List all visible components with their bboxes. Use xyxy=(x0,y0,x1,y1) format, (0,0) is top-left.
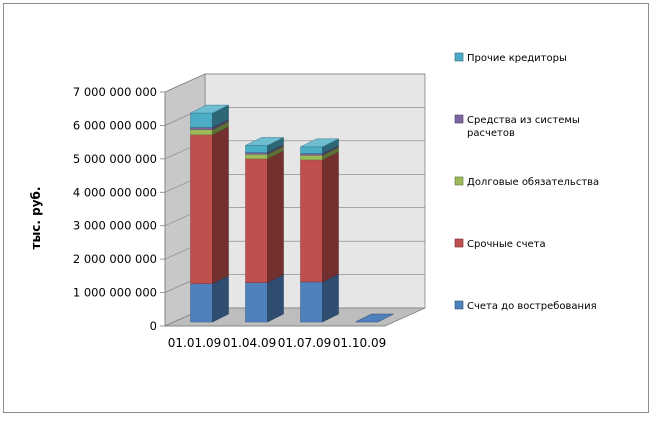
bar-side xyxy=(322,273,339,323)
bar-front xyxy=(245,158,268,283)
bar-side xyxy=(267,274,284,323)
legend-label-line: Срочные счета xyxy=(467,239,546,250)
legend-item: Срочные счета xyxy=(454,238,546,250)
legend-label: Срочные счета xyxy=(467,239,546,250)
bar-front xyxy=(190,112,213,128)
bar-side xyxy=(212,126,229,284)
bar-segment xyxy=(300,151,339,283)
legend-label: Счета до востребования xyxy=(467,301,597,312)
axis-labels: 0 1 000 000 000 2 000 000 000 3 000 000 000… xyxy=(73,85,386,350)
x-tick-label: 01.07.09 xyxy=(278,336,331,350)
gridline-side xyxy=(164,73,206,93)
y-tick-label: 2 000 000 000 xyxy=(73,252,157,266)
legend: Прочие кредиторы Средства из системы расче… xyxy=(454,52,599,312)
bar-top xyxy=(245,137,284,146)
bar-front xyxy=(190,283,213,323)
bar-segment xyxy=(245,150,284,283)
bar-front xyxy=(190,127,213,130)
legend-swatch xyxy=(454,176,464,186)
legend-label-line: расчетов xyxy=(467,128,515,139)
legend-label-line: Счета до востребования xyxy=(467,301,597,312)
legend-item: Прочие кредиторы xyxy=(454,52,567,64)
bar-front xyxy=(300,146,323,154)
x-tick-label: 01.01.09 xyxy=(168,336,221,350)
y-tick-label: 4 000 000 000 xyxy=(73,185,157,199)
legend-swatch xyxy=(454,52,464,62)
legend-item: Счета до востребования xyxy=(454,300,597,312)
x-tick-label: 01.10.09 xyxy=(333,336,386,350)
bar-side xyxy=(322,151,339,283)
bar-front xyxy=(245,145,268,153)
bar-front xyxy=(245,153,268,160)
bar-segment xyxy=(190,104,229,128)
y-tick-label: 6 000 000 000 xyxy=(73,118,157,132)
x-tick-label: 01.04.09 xyxy=(223,336,276,350)
bar-top xyxy=(190,104,229,114)
legend-item: Долговые обязательства xyxy=(454,176,599,188)
legend-swatch xyxy=(454,114,464,124)
bar-front xyxy=(190,134,213,284)
y-tick-label: 1 000 000 000 xyxy=(73,286,157,300)
legend-label: Долговые обязательства xyxy=(467,177,599,188)
bar-front xyxy=(300,153,323,156)
legend-label: Средства из системы расчетов xyxy=(467,115,580,139)
legend-swatch xyxy=(454,300,464,310)
bar-front xyxy=(300,159,323,283)
legend-item: Средства из системы расчетов xyxy=(454,114,580,139)
y-axis-label: тыс. руб. xyxy=(29,186,43,249)
legend-label-line: Долговые обязательства xyxy=(467,177,599,188)
y-tick-label: 7 000 000 000 xyxy=(73,85,157,99)
y-tick-label: 0 xyxy=(150,319,157,333)
bar-front xyxy=(190,129,213,136)
legend-label-line: Средства из системы xyxy=(467,115,580,126)
bar-segment xyxy=(300,138,339,154)
bar-empty xyxy=(355,313,394,323)
y-tick-label: 3 000 000 000 xyxy=(73,219,157,233)
legend-swatch xyxy=(454,238,464,248)
bars xyxy=(190,104,394,323)
bar-side xyxy=(267,150,284,283)
y-tick-label: 5 000 000 000 xyxy=(73,152,157,166)
legend-label-line: Прочие кредиторы xyxy=(467,53,567,64)
bar-front xyxy=(245,282,268,323)
bar-segment xyxy=(245,137,284,153)
bar-front xyxy=(245,152,268,155)
bar-front xyxy=(300,281,323,323)
bar-segment xyxy=(190,126,229,284)
bar-front xyxy=(300,154,323,161)
legend-label: Прочие кредиторы xyxy=(467,53,567,64)
bar-top xyxy=(300,138,339,148)
